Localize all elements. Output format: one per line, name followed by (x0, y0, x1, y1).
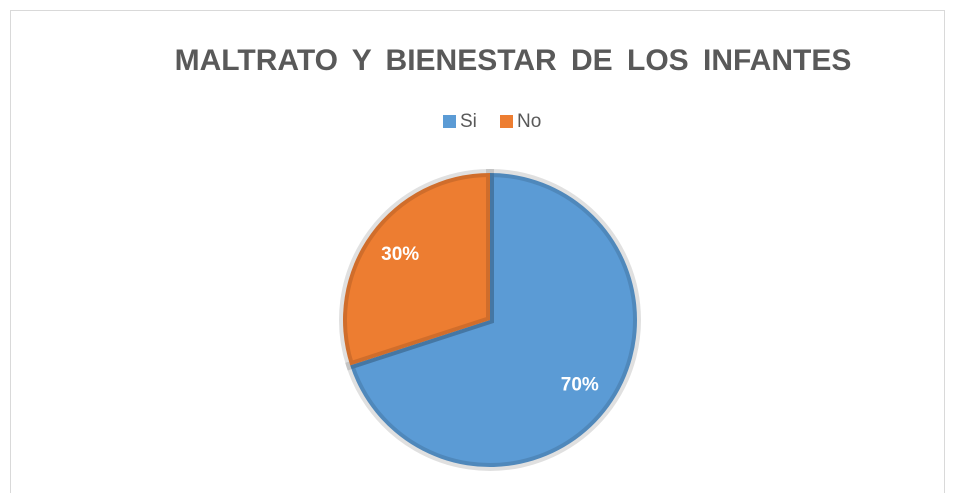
legend-swatch (443, 115, 456, 128)
data-label: 30% (381, 244, 419, 265)
legend-swatch (500, 115, 513, 128)
pie-slice (345, 168, 641, 471)
chart-title: MALTRATO Y BIENESTAR DE LOS INFANTES (175, 44, 852, 77)
pie-slice (339, 168, 494, 371)
legend-label: No (517, 111, 541, 132)
data-label: 70% (561, 374, 599, 395)
legend-label: Si (460, 111, 477, 132)
